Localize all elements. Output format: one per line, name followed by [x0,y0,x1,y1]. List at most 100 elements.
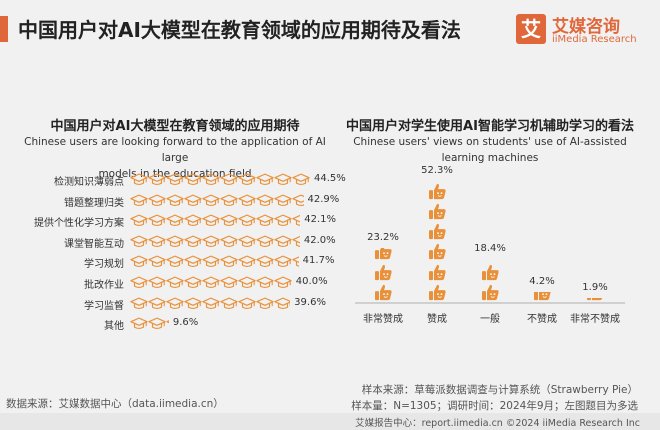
graduation-cap-icon [166,173,184,186]
footer-band [0,413,660,430]
graduation-cap-icon [166,214,184,227]
left-value-label: 41.7% [302,255,335,267]
graduation-cap-icon [166,276,184,289]
graduation-cap-icon [184,255,202,268]
graduation-cap-icon [220,173,238,186]
right-bar [373,248,393,302]
graduation-cap-icon [238,173,256,186]
right-category-label: 不赞成 [527,314,557,325]
graduation-cap-icon [256,235,274,247]
graduation-cap-icon [274,214,292,227]
left-category-label: 其他 [104,321,124,333]
thumbs-up-icon [482,259,496,260]
graduation-cap-icon [166,194,184,206]
footer-band-text: 艾媒报告中心：report.iimedia.cn ©2024 iiMedia R… [355,418,640,429]
graduation-cap-icon [130,235,148,247]
left-bar [130,213,301,229]
graduation-cap-icon [130,194,148,206]
graduation-cap-icon [220,194,238,206]
left-chart-subtitle-line1: Chinese users are looking forward to the… [24,136,326,164]
graduation-cap-icon [256,276,274,289]
graduation-cap-icon [148,214,166,227]
thumbs-up-icon [482,284,499,300]
graduation-cap-icon [256,173,274,186]
graduation-cap-icon [256,214,274,227]
sample-source-note: 样本来源：草莓派数据调查与计算系统（Strawberry Pie） [361,384,638,396]
left-bar [130,316,169,332]
right-chart-subtitle-line2: learning machines [441,152,539,164]
graduation-cap-icon [148,255,166,268]
thumbs-up-icon [429,284,446,300]
graduation-cap-icon [130,255,148,268]
left-category-label: 检测知识薄弱点 [54,177,124,188]
page-title: 中国用户对AI大模型在教育领域的应用期待及看法 [18,18,461,42]
graduation-cap-icon [148,297,166,309]
left-chart-title: 中国用户对AI大模型在教育领域的应用期待 [50,119,300,134]
right-bar [480,259,500,302]
graduation-cap-icon [148,276,166,289]
graduation-cap-icon [238,194,256,206]
left-value-label: 39.6% [294,296,326,308]
graduation-cap-icon [292,214,301,227]
graduation-cap-icon [166,297,184,309]
graduation-cap-icon [166,255,184,268]
left-chart-subtitle: Chinese users are looking forward to the… [20,134,330,182]
left-bar [130,254,299,270]
thumbs-up-icon [429,183,446,199]
left-category-label: 批改作业 [84,280,124,291]
left-category-label: 课堂智能互动 [64,238,124,250]
thumbs-up-icon [375,248,392,260]
graduation-cap-icon [238,276,256,289]
graduation-cap-icon [184,214,202,227]
graduation-cap-icon [202,276,220,289]
thumbs-up-icon [482,264,499,280]
thumbs-up-icon [429,203,446,220]
graduation-cap-icon [256,194,274,206]
graduation-cap-icon [238,214,256,227]
left-category-label: 学习监督 [84,300,124,312]
graduation-cap-icon [274,194,292,206]
left-category-label: 学习规划 [84,259,124,271]
left-value-label: 42.0% [303,234,336,246]
graduation-cap-icon [256,255,274,268]
graduation-cap-partial [274,296,291,311]
graduation-cap-icon [148,173,166,186]
graduation-cap-partial [292,254,299,269]
left-category-label: 提供个性化学习方案 [34,218,124,230]
right-bar [532,292,552,302]
graduation-cap-icon [274,235,292,247]
graduation-cap-icon [148,317,166,330]
right-value-label: 1.9% [582,281,608,293]
logo-mark: 艾 [516,14,546,44]
graduation-cap-icon [184,173,202,186]
graduation-cap-icon [220,214,238,227]
graduation-cap-partial [292,213,301,228]
right-value-label: 23.2% [367,232,399,244]
graduation-cap-icon [292,194,304,206]
graduation-cap-icon [130,317,148,330]
right-category-label: 赞成 [427,314,447,325]
left-bar [130,275,292,291]
right-category-label: 非常不赞成 [570,314,620,325]
thumbs-up-icon [429,264,446,280]
graduation-cap-icon [292,173,310,186]
graduation-cap-icon [202,214,220,227]
graduation-cap-icon [202,255,220,268]
graduation-cap-icon [256,297,274,309]
graduation-cap-icon [130,276,148,289]
graduation-cap-icon [274,255,292,268]
graduation-cap-icon [130,297,148,309]
left-value-label: 42.9% [307,193,340,205]
title-accent-bar [0,16,8,42]
left-value-label: 40.0% [295,276,328,287]
data-source: 数据来源：艾媒数据中心（data.iimedia.cn） [6,398,224,410]
graduation-cap-icon [220,235,238,247]
graduation-cap-icon [220,297,238,309]
graduation-cap-icon [184,235,202,247]
right-category-label: 非常赞成 [363,314,403,325]
thumbs-up-icon [534,292,551,300]
right-chart-subtitle: Chinese users' views on students' use of… [340,134,640,166]
right-chart-subtitle-line1: Chinese users' views on students' use of… [353,136,627,148]
thumbs-up-icon [429,224,446,240]
